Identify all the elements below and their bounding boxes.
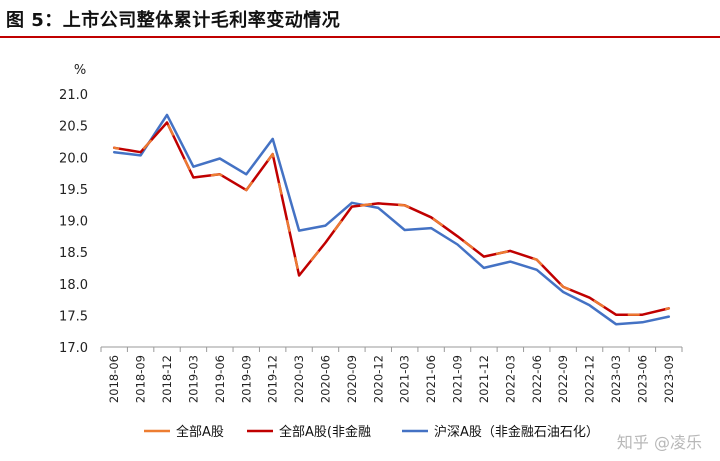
x-tick-label: 2020-06 [318,355,332,403]
y-tick-label: 20.5 [59,120,88,135]
x-tick-label: 2022-09 [556,355,570,403]
x-tick-label: 2022-06 [530,355,544,403]
x-tick-label: 2019-06 [213,355,227,403]
x-tick-label: 2018-06 [107,355,121,403]
x-tick-label: 2019-03 [186,355,200,403]
y-tick-label: 17.0 [59,341,88,356]
x-tick-label: 2019-09 [239,355,253,403]
y-tick-label: 21.0 [59,88,88,103]
x-tick-label: 2021-06 [424,355,438,403]
x-tick-label: 2018-09 [134,355,148,403]
chart-axes: % 21.0 20.5 20.0 19.5 19.0 18.5 18.0 17.5 17.0 201… [59,63,683,403]
title-divider [0,36,720,38]
y-tick-label: 17.5 [59,309,88,324]
y-tick-label: 20.0 [59,151,88,166]
legend-label-1: 全部A股(非金融 [279,424,371,440]
chart-legend: 全部A股 全部A股(非金融 沪深A股（非金融石油石化） [144,424,599,440]
x-tick-label: 2023-03 [609,355,623,403]
y-tick-label: 19.0 [59,215,88,230]
x-tick-label: 2020-09 [345,355,359,403]
y-tick-label: 18.0 [59,278,88,293]
x-tick-label: 2021-12 [477,355,491,403]
x-tick-label: 2020-12 [371,355,385,403]
x-tick-label: 2018-12 [160,355,174,403]
x-tick-label: 2020-03 [292,355,306,403]
watermark: 知乎 @凌乐 [616,433,702,452]
x-tick-label: 2021-03 [398,355,412,403]
x-tick-label: 2022-12 [583,355,597,403]
chart-series [112,113,671,326]
series-line-2 [112,113,671,326]
legend-label-2: 沪深A股（非金融石油石化） [434,424,599,440]
legend-label-0: 全部A股 [176,424,224,440]
x-tick-label: 2023-06 [635,355,649,403]
x-tick-label: 2019-12 [266,355,280,403]
x-tick-label: 2022-03 [503,355,517,403]
y-tick-label: 19.5 [59,183,88,198]
y-axis-unit-label: % [74,63,86,78]
x-tick-label: 2021-09 [451,355,465,403]
x-tick-label: 2023-09 [662,355,676,403]
y-tick-label: 18.5 [59,246,88,261]
figure-title: 图 5：上市公司整体累计毛利率变动情况 [6,10,341,31]
series-line-1 [112,121,671,316]
